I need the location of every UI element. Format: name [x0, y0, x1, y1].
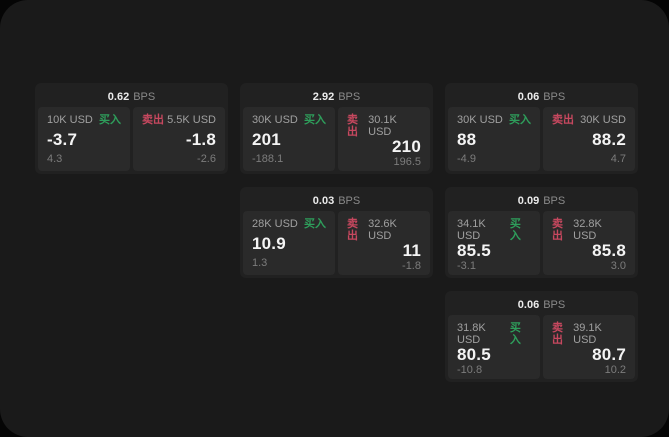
buy-price: 80.5 [457, 345, 491, 364]
quote-panels: 28K USD 买入 10.9 1.3 卖出 32.6K USD 11 -1.8 [243, 211, 430, 275]
buy-side-label: 买入 [99, 114, 121, 126]
buy-price: 85.5 [457, 241, 491, 260]
sell-side-label: 卖出 [347, 218, 358, 242]
sell-price: 210 [392, 137, 421, 156]
quote-panels: 31.8K USD 买入 80.5 -10.8 卖出 39.1K USD 80.… [448, 315, 635, 379]
sell-delta: 196.5 [393, 156, 421, 168]
card-header: 2.92 BPS [243, 86, 430, 107]
sell-side-label: 卖出 [347, 114, 358, 138]
sell-price: -1.8 [185, 129, 216, 149]
bps-value: 0.03 [312, 194, 335, 207]
sell-price: 80.7 [592, 345, 626, 364]
quote-panels: 34.1K USD 买入 85.5 -3.1 卖出 32.8K USD 85.8… [448, 211, 635, 275]
card-header: 0.03 BPS [243, 190, 430, 211]
sell-delta: 3.0 [610, 260, 626, 272]
buy-delta: 1.3 [252, 257, 268, 269]
bps-unit: BPS [338, 90, 361, 103]
sell-amount: 30K USD [580, 114, 626, 126]
sell-amount: 39.1K USD [573, 322, 602, 346]
quote-card: 0.06 BPS 31.8K USD 买入 80.5 -10.8 卖出 39.1… [445, 291, 638, 382]
quote-panels: 10K USD 买入 -3.7 4.3 卖出 5.5K USD -1.8 -2.… [38, 107, 225, 171]
bps-unit: BPS [543, 194, 566, 207]
sell-price: 88.2 [592, 129, 626, 149]
sell-amount: 32.6K USD [368, 218, 397, 242]
quote-panels: 30K USD 买入 201 -188.1 卖出 30.1K USD 210 1… [243, 107, 430, 171]
sell-panel[interactable]: 卖出 32.6K USD 11 -1.8 [338, 211, 430, 275]
bps-value: 2.92 [312, 90, 335, 103]
card-header: 0.62 BPS [38, 86, 225, 107]
sell-side-label: 卖出 [552, 218, 563, 242]
buy-side-label: 买入 [509, 218, 521, 242]
bps-unit: BPS [338, 194, 361, 207]
buy-side-label: 买入 [304, 218, 326, 230]
bps-unit: BPS [543, 90, 566, 103]
sell-panel[interactable]: 卖出 30K USD 88.2 4.7 [543, 107, 635, 171]
sell-amount: 30.1K USD [368, 114, 397, 138]
quote-card: 2.92 BPS 30K USD 买入 201 -188.1 卖出 30.1K … [240, 83, 433, 174]
bps-unit: BPS [133, 90, 156, 103]
sell-side-label: 卖出 [552, 114, 574, 126]
buy-panel[interactable]: 10K USD 买入 -3.7 4.3 [38, 107, 130, 171]
bps-unit: BPS [543, 298, 566, 311]
buy-panel[interactable]: 28K USD 买入 10.9 1.3 [243, 211, 335, 275]
sell-delta: -1.8 [402, 260, 421, 272]
sell-delta: -2.6 [197, 153, 216, 165]
sell-amount: 32.8K USD [573, 218, 602, 242]
buy-amount: 28K USD [252, 218, 298, 230]
quote-card: 0.62 BPS 10K USD 买入 -3.7 4.3 卖出 5.5K USD… [35, 83, 228, 174]
buy-delta: -4.9 [457, 153, 476, 165]
sell-side-label: 卖出 [552, 322, 563, 346]
sell-panel[interactable]: 卖出 39.1K USD 80.7 10.2 [543, 315, 635, 379]
buy-amount: 10K USD [47, 114, 93, 126]
buy-amount: 31.8K USD [457, 322, 486, 346]
sell-delta: 4.7 [610, 153, 626, 165]
buy-delta: 4.3 [47, 153, 63, 165]
buy-amount: 30K USD [252, 114, 298, 126]
sell-panel[interactable]: 卖出 30.1K USD 210 196.5 [338, 107, 430, 171]
sell-delta: 10.2 [604, 364, 626, 376]
sell-panel[interactable]: 卖出 32.8K USD 85.8 3.0 [543, 211, 635, 275]
buy-delta: -188.1 [252, 153, 284, 165]
sell-panel[interactable]: 卖出 5.5K USD -1.8 -2.6 [133, 107, 225, 171]
buy-amount: 30K USD [457, 114, 503, 126]
bps-value: 0.06 [517, 90, 540, 103]
buy-panel[interactable]: 30K USD 买入 88 -4.9 [448, 107, 540, 171]
buy-side-label: 买入 [304, 114, 326, 126]
bps-value: 0.09 [517, 194, 540, 207]
sell-side-label: 卖出 [142, 114, 164, 126]
sell-price: 85.8 [592, 241, 626, 260]
buy-delta: -10.8 [457, 364, 483, 376]
buy-price: 10.9 [252, 233, 286, 253]
buy-side-label: 买入 [509, 114, 531, 126]
buy-panel[interactable]: 31.8K USD 买入 80.5 -10.8 [448, 315, 540, 379]
quote-panels: 30K USD 买入 88 -4.9 卖出 30K USD 88.2 4.7 [448, 107, 635, 171]
card-header: 0.06 BPS [448, 86, 635, 107]
buy-panel[interactable]: 34.1K USD 买入 85.5 -3.1 [448, 211, 540, 275]
sell-price: 11 [402, 241, 421, 260]
card-header: 0.09 BPS [448, 190, 635, 211]
bps-value: 0.62 [107, 90, 130, 103]
sell-amount: 5.5K USD [167, 114, 216, 126]
buy-panel[interactable]: 30K USD 买入 201 -188.1 [243, 107, 335, 171]
quote-card: 0.09 BPS 34.1K USD 买入 85.5 -3.1 卖出 32.8K… [445, 187, 638, 278]
buy-delta: -3.1 [457, 260, 476, 272]
quote-card: 0.06 BPS 30K USD 买入 88 -4.9 卖出 30K USD 8… [445, 83, 638, 174]
buy-price: -3.7 [47, 129, 78, 149]
buy-price: 88 [457, 129, 477, 149]
buy-amount: 34.1K USD [457, 218, 486, 242]
quote-card: 0.03 BPS 28K USD 买入 10.9 1.3 卖出 32.6K US… [240, 187, 433, 278]
buy-price: 201 [252, 129, 281, 149]
card-header: 0.06 BPS [448, 294, 635, 315]
buy-side-label: 买入 [509, 322, 521, 346]
bps-value: 0.06 [517, 298, 540, 311]
